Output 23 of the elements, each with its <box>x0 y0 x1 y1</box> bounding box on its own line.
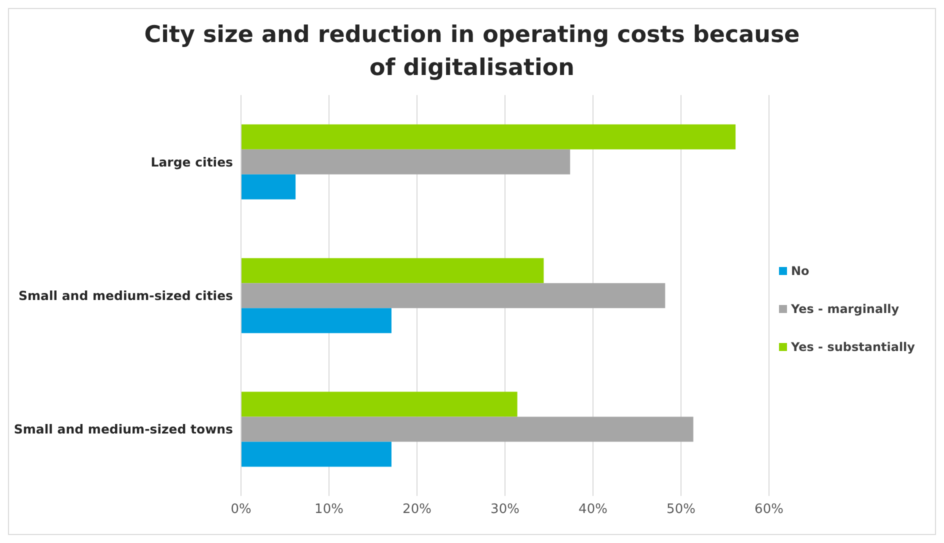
x-tick-label: 40% <box>578 502 608 518</box>
x-tick-label: 10% <box>314 502 344 518</box>
bar <box>241 258 544 284</box>
chart-title: City size and reduction in operating costs because of digitalisation <box>143 21 801 83</box>
y-tick-label: Small and medium-sized cities <box>18 288 233 303</box>
x-tick-label: 50% <box>666 502 696 518</box>
x-tick-label: 0% <box>230 502 252 518</box>
bar <box>241 174 296 200</box>
legend-label: Yes - marginally <box>791 302 900 316</box>
legend-label: No <box>791 264 810 278</box>
bar <box>241 416 694 442</box>
y-tick-label: Large cities <box>150 154 233 170</box>
x-tick-label: 60% <box>754 502 784 518</box>
bar <box>241 392 518 417</box>
bar <box>241 283 666 308</box>
bar <box>241 442 392 467</box>
x-tick-label: 20% <box>402 502 432 518</box>
y-tick-label: Small and medium-sized towns <box>14 422 233 437</box>
bar <box>241 149 570 174</box>
bar <box>241 308 392 334</box>
x-tick-label: 30% <box>490 502 520 518</box>
bar <box>241 124 736 150</box>
legend-label: Yes - substantially <box>791 340 915 354</box>
